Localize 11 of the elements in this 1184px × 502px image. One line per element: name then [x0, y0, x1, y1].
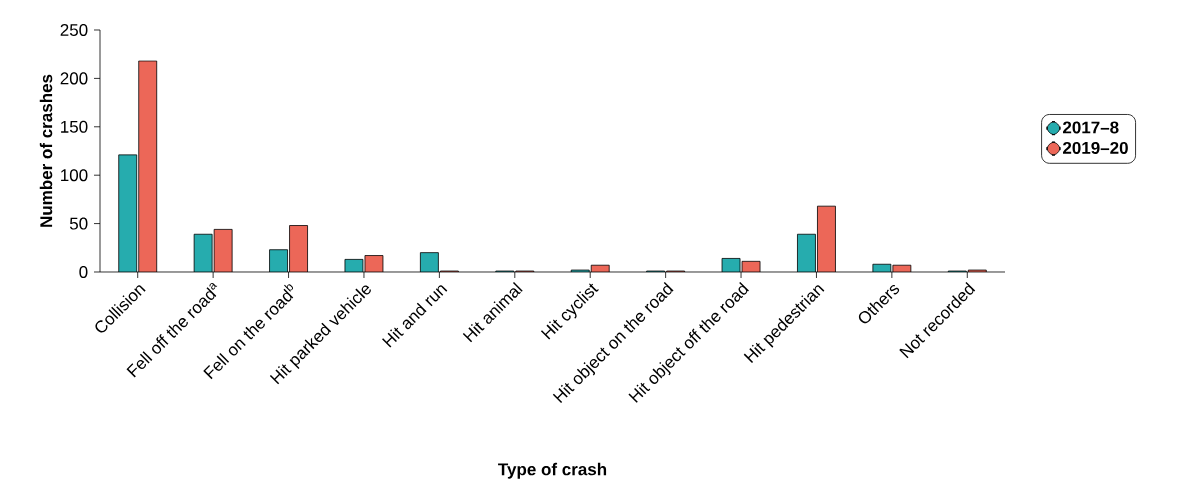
legend-label: 2019–20 [1062, 141, 1128, 154]
y-axis-title: Number of crashes [39, 74, 53, 227]
x-tick-label: Hit and run [382, 285, 448, 348]
y-tick-label: 200 [60, 72, 88, 85]
y-tick-label: 100 [61, 169, 88, 182]
y-tick-label: 250 [60, 23, 88, 37]
x-axis-title: Type of crash [498, 462, 607, 479]
y-tick-label: 150 [61, 120, 88, 133]
y-tick-label: 0 [79, 265, 88, 279]
y-tick-label: 50 [69, 217, 88, 230]
legend-label: 2017–8 [1062, 121, 1119, 134]
